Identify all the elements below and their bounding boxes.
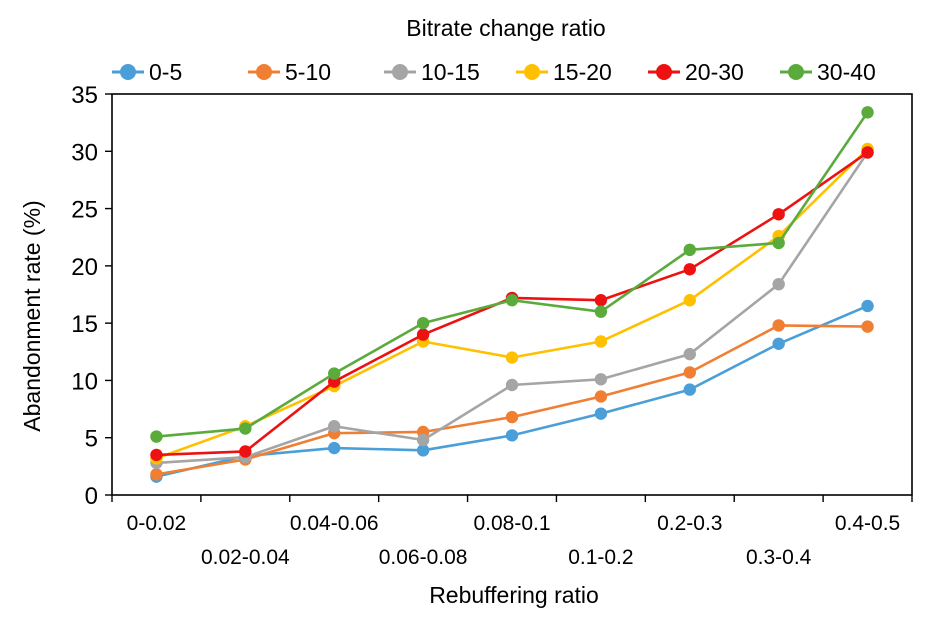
x-tick-label: 0.06-0.08 (379, 546, 468, 569)
data-point (594, 373, 608, 386)
data-point (239, 422, 252, 435)
y-tick-label: 35 (71, 82, 98, 109)
legend-label: 20-30 (685, 59, 744, 85)
data-point (150, 468, 163, 481)
data-point (416, 328, 430, 341)
legend-swatch-marker (788, 64, 804, 80)
data-point (683, 294, 696, 307)
y-tick-label: 0 (85, 483, 98, 510)
x-tick-label: 0.1-0.2 (568, 546, 633, 569)
data-point (505, 294, 519, 307)
data-point (683, 263, 696, 276)
legend-item: 15-20 (516, 59, 612, 85)
data-point (683, 243, 696, 257)
data-point (772, 337, 785, 350)
x-axis-label: Rebuffering ratio (429, 582, 599, 608)
data-point (861, 146, 874, 159)
x-axis-ticks: 0-0.02 0.02-0.040.04-0.060.06-0.080.08-0.… (111, 495, 913, 569)
data-point (416, 316, 430, 330)
legend-swatch-marker (120, 64, 136, 80)
legend-label: 5-10 (285, 59, 331, 85)
legend-label: 0-5 (149, 59, 182, 85)
data-point (683, 366, 696, 379)
data-point (594, 335, 608, 348)
y-tick-label: 20 (71, 254, 98, 281)
data-point (683, 383, 696, 396)
y-axis-ticks: 0 5 10 15 20 25 30 35 (71, 82, 112, 510)
x-tick-label: 0.08-0.1 (473, 512, 550, 535)
data-point (505, 429, 519, 442)
legend-title: Bitrate change ratio (406, 15, 605, 41)
y-tick-label: 5 (85, 426, 98, 453)
legend-item: 0-5 (112, 59, 182, 85)
y-tick-label: 15 (71, 311, 98, 338)
legend-item: 10-15 (384, 59, 480, 85)
legend-swatch-marker (392, 64, 408, 80)
data-point (594, 305, 608, 318)
data-point (416, 444, 430, 457)
y-tick-label: 10 (71, 368, 98, 395)
y-tick-label: 30 (71, 139, 98, 166)
x-tick-label: 0.02-0.04 (201, 546, 290, 569)
data-point (328, 367, 341, 380)
data-point (150, 448, 163, 462)
x-tick-label: 0-0.02 (127, 512, 187, 535)
legend-swatch-marker (656, 64, 672, 80)
data-point (239, 445, 252, 458)
x-tick-label: 0.3-0.4 (746, 546, 812, 569)
x-tick-label: 0.04-0.06 (290, 512, 379, 535)
data-point (772, 236, 785, 250)
x-tick-label: 0.4-0.5 (835, 512, 900, 535)
data-point (861, 299, 874, 313)
data-point (772, 319, 785, 332)
data-point (861, 106, 874, 119)
legend-swatch-marker (256, 64, 272, 80)
data-point (594, 390, 608, 403)
legend-item: 5-10 (248, 59, 331, 85)
data-point (594, 407, 608, 420)
data-point (861, 320, 874, 333)
legend-label: 15-20 (553, 59, 612, 85)
series-30-40 (150, 106, 874, 443)
data-point (594, 294, 608, 307)
data-point (505, 410, 519, 424)
data-point (328, 441, 341, 455)
legend-item: 30-40 (780, 59, 876, 85)
data-point (328, 420, 341, 433)
plot-area (111, 93, 913, 496)
data-point (772, 208, 785, 221)
legend: 0-5 5-10 10-15 15-20 20-30 30-40 (112, 59, 876, 85)
y-tick-label: 25 (71, 197, 98, 224)
data-point (683, 347, 696, 361)
data-point (505, 351, 519, 364)
y-axis-label: Abandonment rate (%) (19, 200, 45, 431)
data-point (416, 433, 430, 447)
plot-frame (111, 93, 913, 496)
legend-label: 10-15 (421, 59, 480, 85)
data-point (150, 430, 163, 443)
series-5-10 (150, 319, 874, 481)
data-point (772, 277, 785, 291)
x-tick-label: 0.2-0.3 (657, 512, 722, 535)
data-point (505, 378, 519, 392)
legend-swatch-marker (524, 64, 540, 80)
series-layer (150, 106, 874, 483)
legend-label: 30-40 (817, 59, 876, 85)
legend-item: 20-30 (648, 59, 744, 85)
